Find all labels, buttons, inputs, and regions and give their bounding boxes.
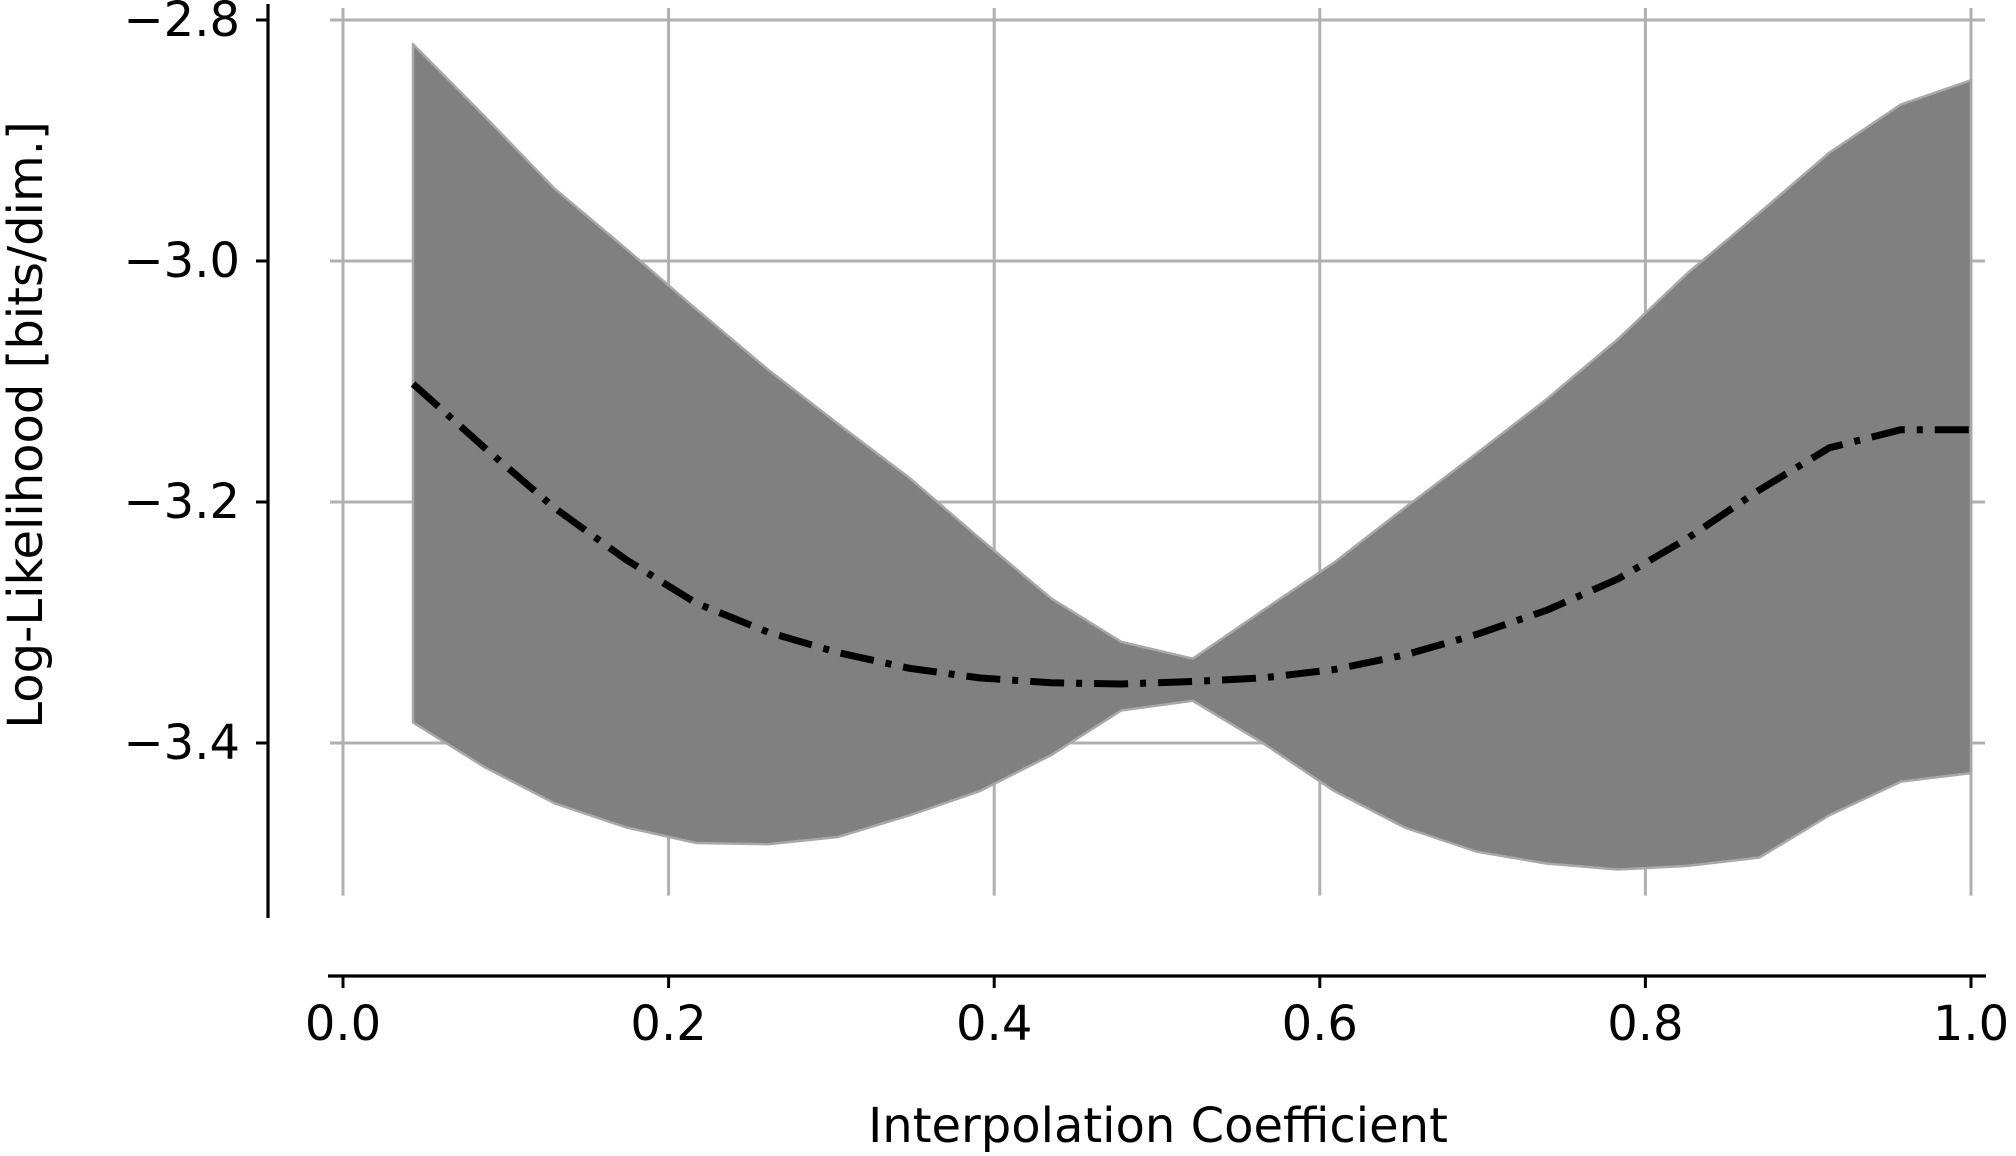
mean-line [410, 381, 1971, 688]
axes: −2.8 −3.0 −3.2 −3.4 0.0 0.2 0.4 0.6 0.8 1.0 [123, 0, 2009, 1052]
x-tick-label: 0.6 [1282, 996, 1358, 1052]
x-tick-label: 0.0 [305, 996, 381, 1052]
x-tick-label: 0.8 [1607, 996, 1683, 1052]
x-tick-label: 1.0 [1933, 996, 2009, 1052]
y-tick-label: −2.8 [123, 0, 240, 48]
y-tick-label: −3.2 [123, 474, 240, 530]
confidence-band [411, 42, 1973, 871]
y-tick-label: −3.0 [123, 233, 240, 289]
x-axis-title: Interpolation Coefficient [868, 1098, 1448, 1154]
x-tick-label: 0.2 [630, 996, 706, 1052]
series-line [410, 381, 1971, 688]
y-tick-label: −3.4 [123, 715, 240, 771]
x-tick-label: 0.4 [956, 996, 1032, 1052]
y-axis-title: Log-Likelihood [bits/dim.] [0, 121, 54, 728]
confidence-band-area [411, 42, 1973, 871]
